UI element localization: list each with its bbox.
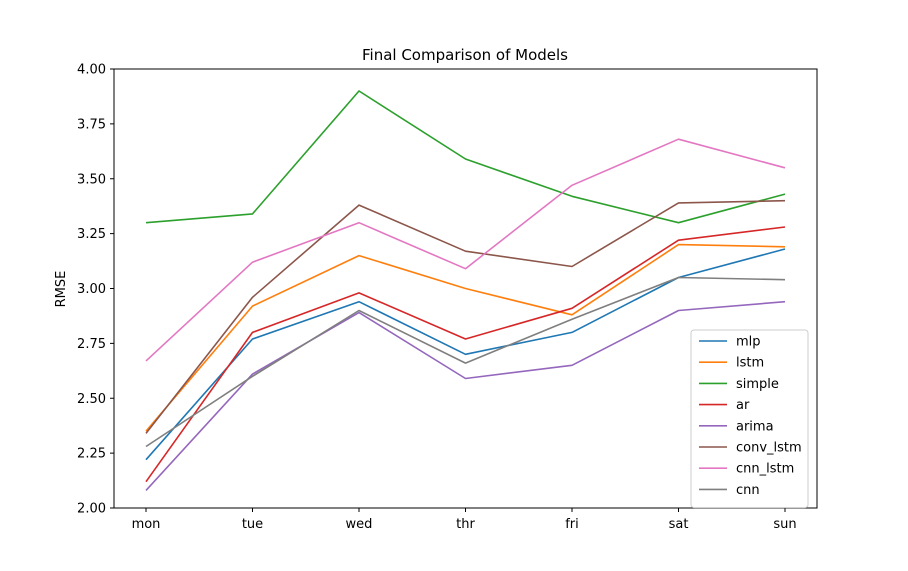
- legend-entry-ar: ar: [736, 398, 750, 413]
- series-line-cnn: [145, 276, 786, 448]
- series-line-simple: [145, 90, 786, 224]
- y-tick-label: 3.75: [77, 117, 106, 132]
- x-axis-ticks: mon tue wed thr fri sat sun: [132, 508, 797, 532]
- plot-lines: [145, 90, 786, 491]
- x-tick-label: wed: [346, 517, 373, 532]
- y-axis-label: RMSE: [54, 271, 69, 308]
- y-tick-label: 4.00: [77, 63, 106, 78]
- legend-entry-arima: arima: [736, 419, 774, 434]
- y-tick-label: 2.00: [77, 502, 106, 517]
- x-tick-label: mon: [132, 517, 161, 532]
- legend-entry-lstm: lstm: [736, 356, 764, 371]
- y-tick-label: 2.25: [77, 447, 106, 462]
- legend-entry-cnn-lstm: cnn_lstm: [736, 462, 794, 477]
- series-line-mlp: [145, 248, 786, 461]
- series-line-ar: [145, 226, 786, 483]
- legend-entry-cnn: cnn: [736, 483, 760, 498]
- x-tick-label: fri: [565, 517, 579, 532]
- y-tick-label: 3.25: [77, 227, 106, 242]
- chart-title: Final Comparison of Models: [362, 46, 568, 64]
- legend-entry-simple: simple: [736, 377, 779, 392]
- x-tick-label: sun: [773, 517, 796, 532]
- series-line-cnn-lstm: [145, 138, 786, 362]
- x-tick-label: thr: [456, 517, 475, 532]
- y-tick-label: 3.50: [77, 172, 106, 187]
- legend-box: [690, 329, 809, 509]
- series-line-conv-lstm: [145, 199, 786, 434]
- y-tick-label: 3.00: [77, 282, 106, 297]
- series-line-arima: [145, 300, 786, 491]
- x-tick-label: sat: [669, 517, 689, 532]
- x-tick-label: tue: [242, 517, 263, 532]
- y-tick-label: 2.50: [77, 392, 106, 407]
- legend-entry-mlp: mlp: [736, 335, 761, 350]
- y-tick-label: 2.75: [77, 337, 106, 352]
- legend-entry-conv-lstm: conv_lstm: [736, 441, 802, 456]
- series-line-lstm: [145, 243, 786, 432]
- y-axis-ticks: 2.00 2.25 2.50 2.75 3.00 3.25 3.50 3.75 4.00: [77, 63, 114, 517]
